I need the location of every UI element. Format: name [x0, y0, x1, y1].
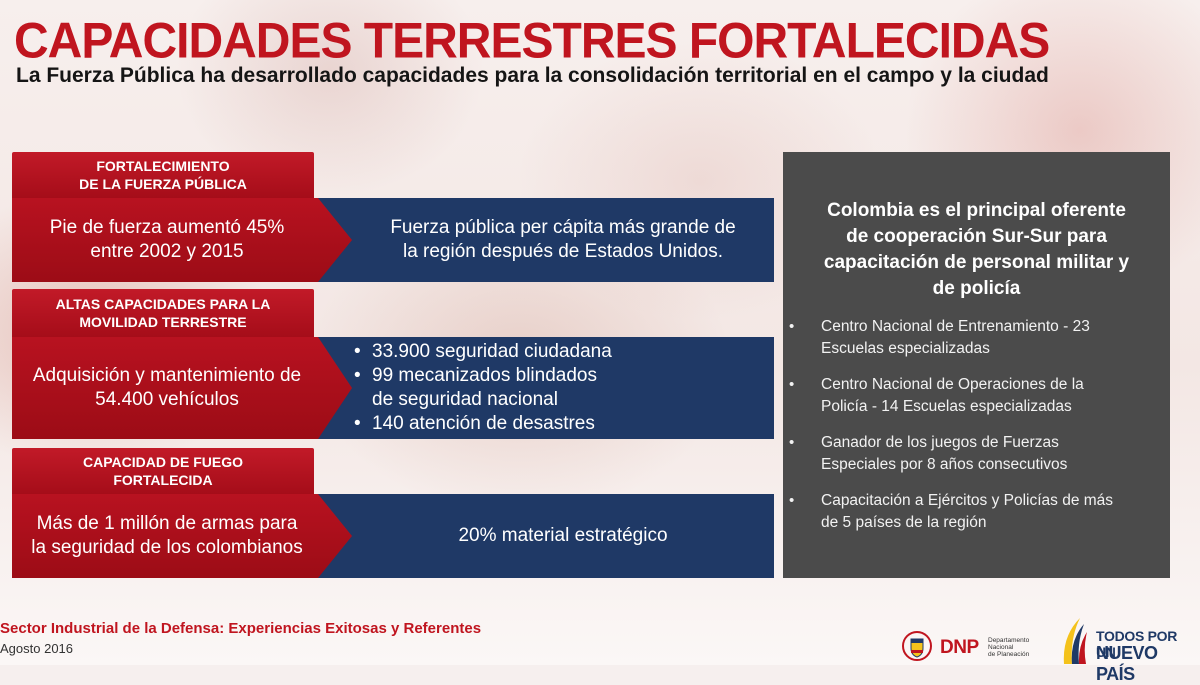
panel-list-item: Centro Nacional de Operaciones de la Pol…: [789, 374, 1161, 418]
colombia-shield-logo: [902, 631, 932, 661]
row-right-box: Fuerza pública per cápita más grande de …: [312, 198, 774, 282]
row-right-box: 33.900 seguridad ciudadana 99 mecanizado…: [312, 337, 774, 439]
tpn-flag-logo: [1063, 618, 1087, 664]
page-subtitle: La Fuerza Pública ha desarrollado capaci…: [16, 64, 1049, 87]
row-right-text: Fuerza pública per cápita más grande de …: [390, 217, 736, 262]
row-tab: ALTAS CAPACIDADES PARA LA MOVILIDAD TERR…: [12, 289, 314, 337]
row-movilidad: ALTAS CAPACIDADES PARA LA MOVILIDAD TERR…: [12, 289, 774, 441]
row-left-box: Más de 1 millón de armas para la segurid…: [12, 494, 352, 578]
row-right-list: 33.900 seguridad ciudadana 99 mecanizado…: [354, 340, 612, 436]
panel-heading: Colombia es el principal oferente de coo…: [823, 200, 1130, 299]
row-left-box: Adquisición y mantenimiento de 54.400 ve…: [12, 337, 352, 439]
panel-list-item: Centro Nacional de Entrenamiento - 23 Es…: [789, 316, 1161, 360]
tpn-logo-line1: TODOS POR UN: [1096, 628, 1178, 660]
footer-date: Agosto 2016: [0, 641, 74, 656]
panel-list: Centro Nacional de Entrenamiento - 23 Es…: [789, 316, 1161, 548]
list-item: 33.900 seguridad ciudadana: [354, 340, 612, 364]
row-tab: CAPACIDAD DE FUEGO FORTALECIDA: [12, 448, 314, 494]
logos: DNP Departamento Nacional de Planeación …: [900, 616, 1200, 684]
cooperation-panel: Colombia es el principal oferente de coo…: [783, 152, 1170, 578]
row-right-text: 20% material estratégico: [458, 525, 668, 546]
row-fortalecimiento: FORTALECIMIENTO DE LA FUERZA PÚBLICA Pie…: [12, 152, 774, 282]
list-item: 140 atención de desastres: [354, 412, 612, 436]
list-item: 99 mecanizados blindados de seguridad na…: [354, 364, 612, 412]
row-tab: FORTALECIMIENTO DE LA FUERZA PÚBLICA: [12, 152, 314, 198]
row-capacidad-fuego: CAPACIDAD DE FUEGO FORTALECIDA Más de 1 …: [12, 448, 774, 578]
tpn-logo-line2: NUEVO PAÍS: [1096, 643, 1158, 684]
dnp-logo-text: DNP: [940, 637, 979, 658]
row-right-box: 20% material estratégico: [312, 494, 774, 578]
page-title: CAPACIDADES TERRESTRES FORTALECIDAS: [14, 13, 1050, 70]
panel-list-item: Ganador de los juegos de Fuerzas Especia…: [789, 432, 1161, 476]
footer-title: Sector Industrial de la Defensa: Experie…: [0, 620, 482, 637]
row-left-box: Pie de fuerza aumentó 45% entre 2002 y 2…: [12, 198, 352, 282]
dnp-logo-subtext: Departamento Nacional de Planeación: [988, 637, 1030, 658]
panel-list-item: Capacitación a Ejércitos y Policías de m…: [789, 490, 1161, 534]
